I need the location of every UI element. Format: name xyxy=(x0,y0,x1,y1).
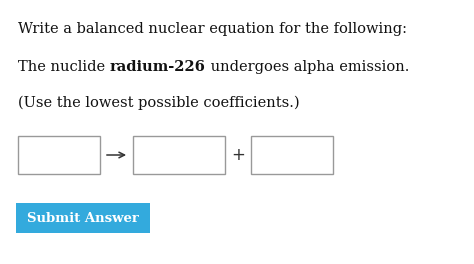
Text: Submit Answer: Submit Answer xyxy=(27,211,139,224)
Text: (Use the lowest possible coefficients.): (Use the lowest possible coefficients.) xyxy=(18,96,300,110)
Bar xyxy=(18,136,100,174)
Text: +: + xyxy=(231,146,245,164)
Text: radium-226: radium-226 xyxy=(110,60,206,74)
Text: The nuclide: The nuclide xyxy=(18,60,110,74)
Bar xyxy=(251,136,333,174)
Text: undergoes alpha emission.: undergoes alpha emission. xyxy=(206,60,409,74)
Text: Write a balanced nuclear equation for the following:: Write a balanced nuclear equation for th… xyxy=(18,22,407,36)
Bar xyxy=(133,136,225,174)
FancyBboxPatch shape xyxy=(16,203,150,233)
